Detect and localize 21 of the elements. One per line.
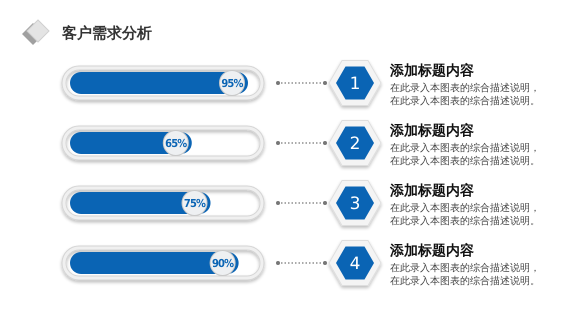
data-label: 65% bbox=[165, 137, 188, 150]
data-label: 95% bbox=[221, 77, 244, 90]
text: 添加标题内容 bbox=[389, 122, 474, 139]
text: 在此录入本图表的综合描述说明。 bbox=[390, 95, 540, 107]
text: 在此录入本图表的综合描述说明。 bbox=[390, 275, 540, 287]
y-tick-label: 3 bbox=[350, 194, 360, 214]
text: 添加标题内容 bbox=[389, 242, 474, 259]
text: 添加标题内容 bbox=[389, 182, 474, 199]
data-label: 75% bbox=[184, 197, 206, 210]
text: 在此录入本图表的综合描述说明， bbox=[390, 142, 540, 154]
data-label: 90% bbox=[212, 257, 234, 270]
y-tick-label: 4 bbox=[350, 254, 360, 274]
y-tick-label: 2 bbox=[350, 134, 360, 154]
text: 在此录入本图表的综合描述说明， bbox=[390, 262, 540, 274]
text: 在此录入本图表的综合描述说明， bbox=[390, 82, 540, 94]
text: 在此录入本图表的综合描述说明。 bbox=[390, 215, 540, 227]
text: 在此录入本图表的综合描述说明。 bbox=[390, 155, 540, 167]
chart-title: 客户需求分析 bbox=[61, 24, 152, 42]
text: 添加标题内容 bbox=[389, 62, 474, 79]
y-tick-label: 1 bbox=[350, 74, 360, 94]
text: 在此录入本图表的综合描述说明， bbox=[390, 202, 540, 214]
